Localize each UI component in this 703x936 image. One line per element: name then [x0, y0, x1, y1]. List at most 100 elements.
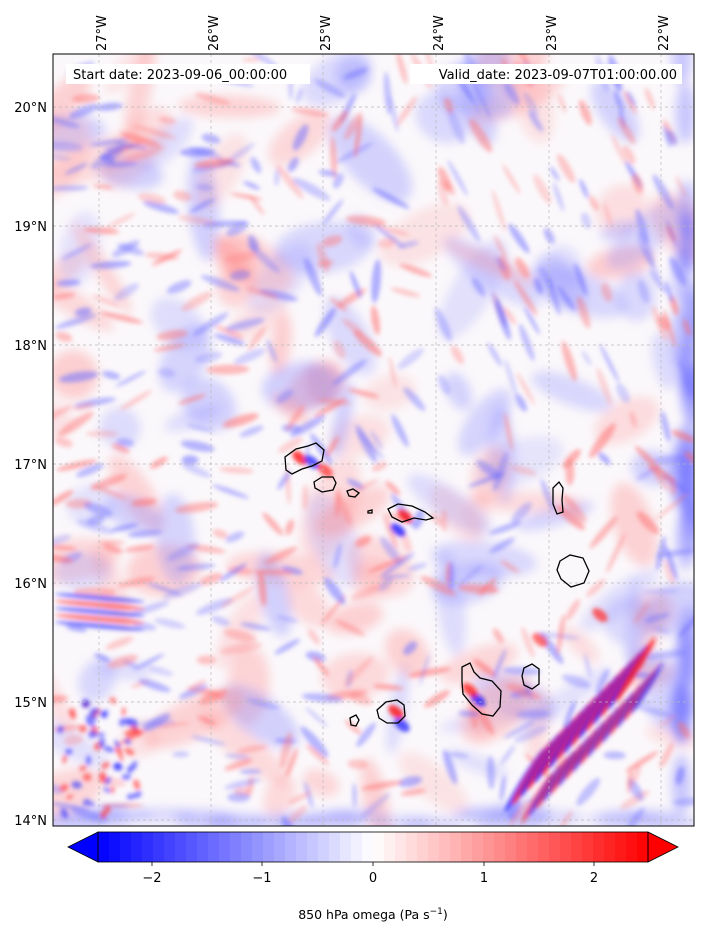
omega-patch: [361, 780, 404, 791]
omega-patch: [654, 472, 670, 491]
omega-patch: [400, 788, 427, 796]
omega-patch: [549, 166, 560, 181]
omega-patch: [335, 619, 366, 637]
colorbar-step: [351, 832, 363, 862]
omega-patch: [471, 79, 491, 118]
omega-patch: [83, 502, 113, 517]
omega-patch: [230, 192, 263, 201]
omega-patch: [630, 704, 673, 718]
omega-patch: [669, 256, 687, 286]
colorbar-step: [637, 832, 649, 862]
omega-patch: [342, 67, 369, 80]
omega-patch: [326, 435, 340, 457]
omega-patch: [398, 776, 423, 788]
colorbar-step: [395, 832, 407, 862]
omega-patch: [574, 262, 588, 296]
omega-patch: [173, 190, 192, 202]
omega-patch: [633, 601, 650, 624]
omega-patch: [515, 257, 530, 279]
omega-patch: [372, 187, 410, 209]
omega-patch: [388, 705, 404, 719]
omega-patch: [333, 542, 342, 569]
colorbar-tick-label: −2: [142, 871, 161, 886]
omega-patch: [350, 585, 381, 601]
omega-patch: [532, 633, 548, 647]
omega-patch: [381, 552, 415, 576]
gridlines: [53, 54, 694, 826]
omega-patch: [212, 529, 229, 539]
lat-label-17n: 17°N: [14, 458, 47, 473]
colorbar-step: [373, 832, 385, 862]
colorbar-step: [626, 832, 638, 862]
omega-patch: [223, 629, 257, 642]
omega-patch: [89, 138, 129, 147]
omega-patch: [493, 452, 509, 492]
omega-patch: [55, 437, 73, 448]
omega-patch: [644, 612, 670, 623]
omega-patch: [277, 470, 291, 490]
colorbar-step: [219, 832, 231, 862]
omega-patch: [276, 164, 304, 199]
omega-patch: [323, 577, 346, 605]
omega-patch: [130, 725, 139, 735]
omega-patch: [106, 212, 136, 229]
omega-patch: [124, 738, 132, 745]
island-raso: [367, 509, 373, 514]
map-frame: [52, 53, 695, 827]
omega-patch: [666, 130, 678, 146]
omega-patch: [300, 726, 329, 758]
omega-patch: [469, 118, 492, 153]
omega-patch: [206, 364, 250, 375]
lon-label-23w: 23°W: [545, 15, 560, 51]
omega-patch: [347, 388, 380, 399]
lat-label-14n: 14°N: [14, 814, 47, 829]
omega-patch: [388, 356, 397, 388]
omega-patch: [462, 683, 478, 697]
omega-patch: [71, 781, 83, 789]
colorbar-step: [461, 832, 473, 862]
island-sao-nicolau: [387, 503, 435, 523]
omega-patch: [561, 340, 577, 382]
omega-patch: [645, 725, 694, 748]
omega-patch: [367, 555, 409, 573]
omega-patch: [332, 359, 367, 386]
omega-patch: [684, 451, 694, 465]
omega-patch: [672, 797, 694, 806]
colorbar-step: [307, 832, 319, 862]
omega-patch: [196, 183, 214, 191]
omega-patch: [352, 783, 357, 808]
omega-patch: [516, 709, 551, 719]
lat-label-16n: 16°N: [14, 577, 47, 592]
omega-patch: [412, 509, 425, 530]
omega-patch: [627, 778, 644, 801]
omega-patch: [510, 465, 537, 476]
lat-label-15n: 15°N: [14, 696, 47, 711]
omega-patch: [435, 549, 466, 656]
omega-patch: [524, 809, 585, 826]
omega-patch: [353, 478, 379, 493]
omega-patch: [457, 205, 481, 242]
omega-patch: [663, 309, 676, 348]
omega-patch: [589, 423, 616, 459]
omega-patch: [124, 544, 155, 553]
omega-patch: [500, 560, 520, 574]
omega-patch: [561, 674, 591, 689]
omega-patch: [343, 656, 374, 687]
omega-patch: [53, 185, 89, 191]
omega-patch: [285, 581, 331, 627]
omega-patch: [149, 456, 168, 469]
omega-patch: [396, 54, 408, 84]
omega-patch: [134, 653, 165, 671]
omega-patch: [643, 247, 662, 283]
omega-patch: [347, 759, 368, 770]
omega-patch: [430, 513, 443, 527]
omega-patch: [105, 636, 134, 650]
lat-label-20n: 20°N: [14, 101, 47, 116]
omega-patch: [516, 54, 530, 66]
omega-patch: [61, 243, 93, 261]
colorbar-step: [109, 832, 121, 862]
omega-patch: [250, 157, 262, 174]
start-date-label: Start date: 2023-09-06_00:00:00: [73, 68, 287, 83]
omega-patch: [200, 275, 241, 292]
omega-patch: [215, 325, 244, 339]
